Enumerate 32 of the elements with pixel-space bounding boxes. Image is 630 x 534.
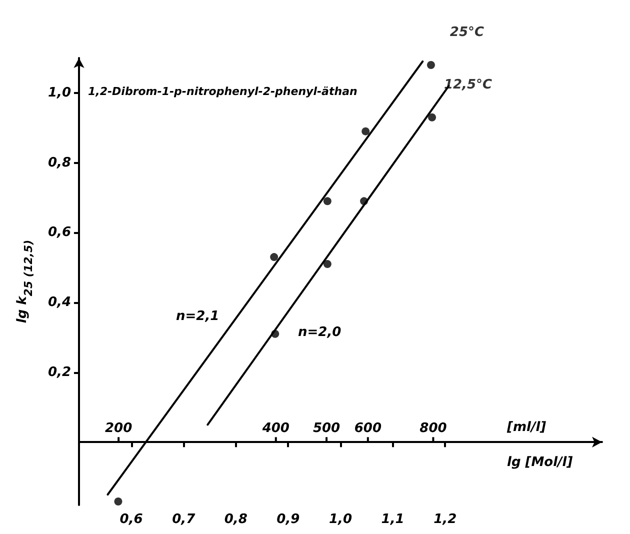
point [270,253,278,262]
point [323,197,332,206]
point [362,127,370,136]
annotation: n=2,1 [176,309,220,324]
y-tick-label: 0,8 [48,155,71,170]
x2-tick-label: 800 [420,421,447,436]
x-tick-label: 1,2 [434,512,457,527]
x2-tick-label: 600 [354,421,382,436]
x2-axis-title: [ml/l] [506,420,546,436]
x-tick-label: 1,0 [328,512,352,527]
x-tick-label: 0,8 [224,512,248,527]
annotation: 1,2-Dibrom-1-p-nitrophenyl-2-phenyl-äthan [88,85,358,98]
x2-tick-label: 400 [261,421,290,436]
point [323,260,332,268]
text: 25°C [450,24,484,40]
y-tick-label: 1,0 [48,85,71,100]
series-label: 12,5°C [444,77,493,92]
point [114,498,122,506]
y-axis-title: lg k25 (12,5) [15,240,35,324]
annotation: n=2,0 [298,325,342,340]
point [426,60,435,69]
y-tick-label: 0,2 [48,364,71,380]
y-tick-label: 0,4 [48,294,71,310]
y-tick-label: 0,6 [48,225,71,240]
x2-tick-label: 500 [312,421,340,436]
x-axis-title: lg [Mol/l] [507,455,573,470]
x2-tick-label: 200 [105,421,132,436]
x-tick-label: 1,1 [381,512,404,527]
point [428,113,436,122]
x-tick-label: 0,6 [120,512,143,527]
x-tick-label: 0,9 [276,512,300,527]
x-tick-label: 0,7 [172,512,196,527]
